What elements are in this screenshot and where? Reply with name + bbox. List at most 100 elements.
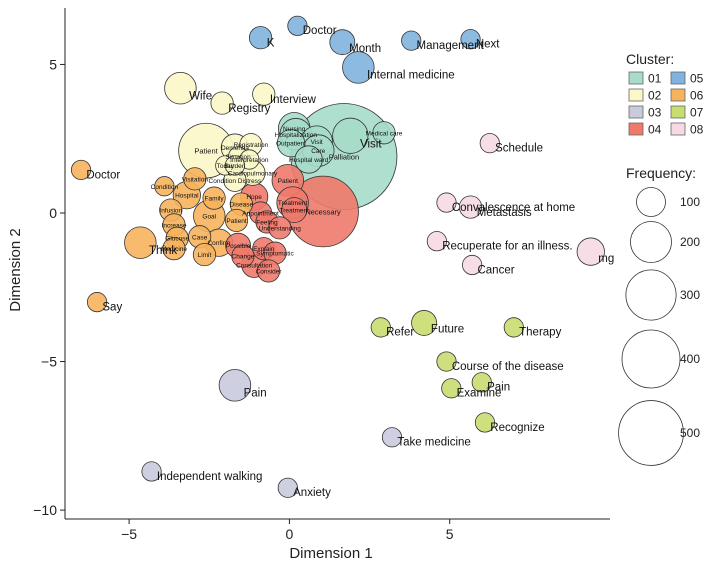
bubble-anxiety (277, 477, 298, 498)
bubble-label: Dementia (221, 145, 249, 152)
x-axis-ticks: −5 0 5 (121, 519, 454, 542)
bubble-label: Limit (198, 252, 212, 259)
bubble-label: Interview (270, 94, 317, 106)
y-tick-label: −10 (33, 502, 57, 518)
legend-cluster-label: 07 (690, 106, 704, 120)
bubble-series (70, 15, 605, 498)
bubble-change (231, 244, 255, 268)
bubble-treatment (281, 197, 308, 223)
bubble-label: Hospital (175, 193, 199, 200)
bubble-understanding (268, 216, 292, 240)
bubble-label: Cardiopulmonary (228, 170, 278, 177)
bubble-label: Schedule (495, 143, 543, 155)
bubble-label: Metastasis (477, 207, 532, 219)
y-tick-label: 5 (49, 56, 57, 72)
bubble-label: Visit (311, 139, 323, 146)
x-axis-title: Dimension 1 (289, 545, 372, 562)
bubble-metastasis (458, 195, 483, 219)
bubble-label: Course of the disease (452, 361, 564, 373)
legend-cluster-keys: 01 02 03 04 05 06 07 08 (628, 71, 704, 137)
bubble-label: Interpretation (230, 157, 269, 164)
bubble-label: Increase (162, 222, 187, 229)
legend-cluster-label: 04 (648, 123, 662, 137)
bubble-recuperate-for-an-illness (426, 231, 447, 252)
bubble-label: Visit (360, 139, 382, 151)
bubble-label: Appointment (242, 210, 279, 217)
bubble-label: Treatment (278, 200, 308, 207)
bubble-condition (154, 176, 175, 197)
legend-cluster-label: 05 (690, 72, 704, 86)
bubble-doctor (287, 15, 308, 36)
y-tick-label: 0 (49, 205, 57, 221)
bubble-label: Condition Distress (209, 178, 262, 185)
bubble-label: Management (417, 40, 485, 52)
bubble-label: Doctor (86, 169, 120, 181)
bubble-examine (441, 378, 462, 399)
bubble-say (86, 292, 108, 313)
bubble-label: Registry (228, 103, 270, 115)
bubble-label: Anxiety (293, 487, 331, 499)
bubble-label: Recognize (490, 422, 544, 434)
bubble-label: Hope (246, 194, 262, 201)
bubble-label: Registration (234, 142, 269, 149)
bubble-label: Cancer (477, 264, 514, 276)
legend-key-06 (670, 88, 686, 102)
bubble-independent-walking (141, 461, 162, 482)
bubble-label: Understanding (259, 225, 302, 232)
bubble-label: Hospital ward (289, 157, 329, 164)
bubble-pain (218, 369, 252, 402)
bubble-label: Take medicine (397, 437, 471, 449)
legend-cluster-label: 08 (690, 123, 704, 137)
bubble-label: Explain (253, 246, 275, 253)
bubble-label: Confirm (207, 240, 230, 247)
bubble-refer (370, 317, 391, 338)
bubble-medicine (162, 237, 186, 261)
bubble-visit (332, 117, 369, 154)
bubble-label: Patient (226, 218, 246, 225)
bubble-label: Internal medicine (367, 70, 455, 82)
bubble-interview (252, 82, 276, 106)
bubble-label: Situation (225, 154, 251, 161)
bubble-family (202, 186, 226, 210)
bubble-label: Nursing (283, 126, 306, 133)
legend-key-01 (628, 71, 644, 85)
y-axis-ticks: 5 0 −5 −10 (33, 56, 65, 518)
legend-cluster-title: Cluster: (626, 51, 674, 67)
bubble-label: Goal (202, 213, 216, 220)
bubble-labels: PalliationVisitNursingHospitalizationOut… (86, 25, 614, 499)
bubble-consider (256, 259, 281, 283)
bubble-doctor (70, 159, 92, 180)
bubble-label: Month (349, 43, 381, 55)
bubble-label: Case (192, 234, 208, 241)
bubble-recognize (474, 412, 496, 433)
bubble-next (460, 29, 481, 50)
legend-cluster-label: 06 (690, 89, 704, 103)
legend-frequency-label: 500 (680, 426, 700, 440)
bubble-label: Glucose (165, 236, 189, 243)
bubble-label: Condition (151, 184, 179, 191)
bubble-label: Treatment (280, 208, 310, 215)
bubble-label: Wife (189, 90, 212, 102)
bubble-label: Feeling (256, 219, 278, 226)
bubble-management (401, 30, 422, 51)
legend-frequency-label: 300 (680, 288, 700, 302)
legend-frequency-label: 100 (680, 195, 700, 209)
legend-key-08 (670, 122, 686, 136)
legend-key-07 (670, 105, 686, 119)
bubble-take-medicine (381, 427, 403, 448)
bubble-label: Disease (230, 202, 254, 209)
legend-cluster-label: 01 (648, 72, 662, 86)
bubble-label: Symptomatic (256, 251, 294, 258)
legend-frequency-circle (621, 329, 681, 389)
legend-frequency-label: 400 (680, 352, 700, 366)
bubble-think (124, 226, 157, 259)
x-tick-label: 5 (446, 526, 454, 542)
bubble-label: Medicine (161, 246, 187, 253)
bubble-k (248, 26, 273, 50)
legend-cluster-label: 02 (648, 89, 662, 103)
bubble-label: Medical care (366, 130, 403, 137)
legend-frequency-keys: 100 200 300 400 500 (618, 187, 700, 466)
bubble-course-of-the-disease (436, 351, 457, 372)
bubble-internal-medicine (342, 51, 375, 84)
